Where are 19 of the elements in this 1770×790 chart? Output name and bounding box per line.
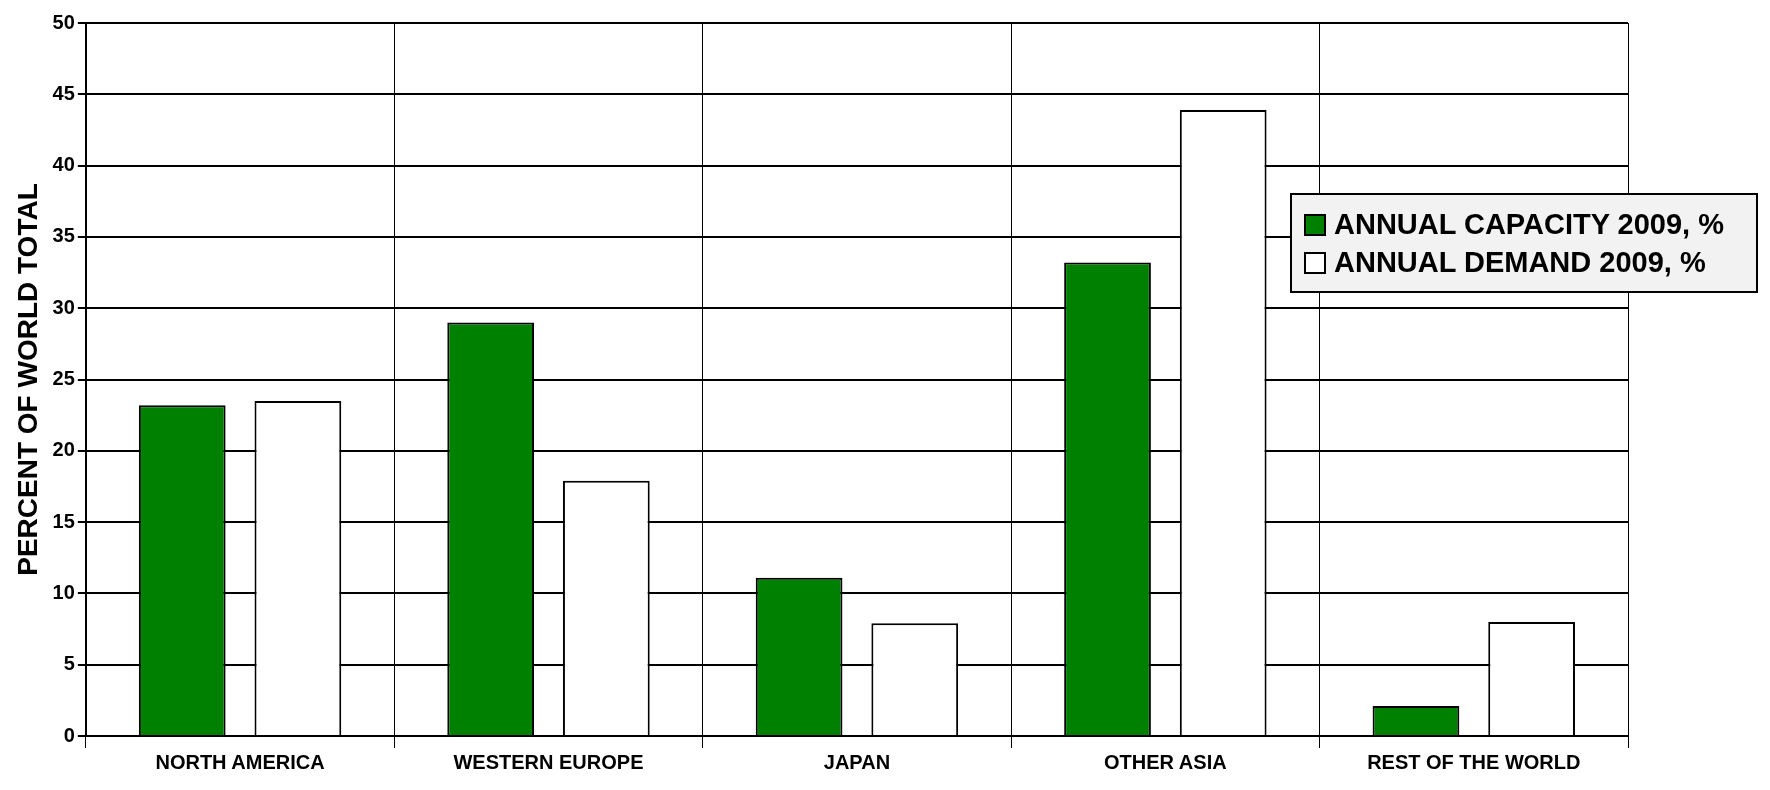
- y-tick-label: 0: [63, 723, 75, 746]
- y-tick-label: 45: [52, 81, 75, 104]
- y-tick-label: 50: [52, 10, 75, 33]
- y-tick-label: 30: [52, 295, 75, 318]
- y-tick-label: 20: [52, 438, 75, 461]
- y-tick-label: 5: [63, 652, 75, 675]
- y-axis-title: PERCENT OF WORLD TOTAL: [11, 183, 43, 576]
- x-tick-label: JAPAN: [823, 750, 891, 773]
- y-tick-label: 25: [52, 367, 75, 390]
- x-tick-label: NORTH AMERICA: [155, 750, 325, 773]
- x-tick-label: REST OF THE WORLD: [1367, 750, 1581, 773]
- y-tick-label: 35: [52, 224, 75, 247]
- x-tick-label: OTHER ASIA: [1104, 750, 1227, 773]
- y-tick-label: 15: [52, 509, 75, 532]
- y-tick-label: 40: [52, 153, 75, 176]
- y-tick-label: 10: [52, 580, 75, 603]
- legend-label: ANNUAL CAPACITY 2009, %: [1334, 207, 1724, 242]
- x-tick-label: WESTERN EUROPE: [453, 750, 644, 773]
- text: ANNUAL DEMAND 2009, %: [1334, 245, 1706, 280]
